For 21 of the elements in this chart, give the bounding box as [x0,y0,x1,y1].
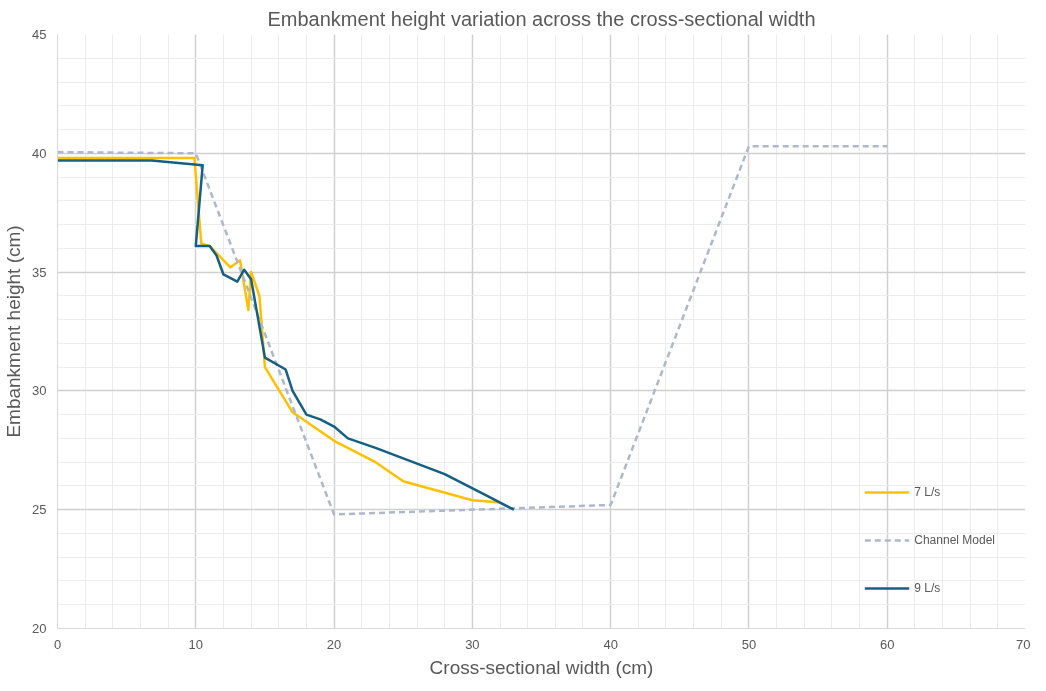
y-tick-label: 20 [32,621,47,636]
y-tick-label: 25 [32,502,47,518]
line-series [57,144,889,516]
x-tick-label: 30 [465,636,480,652]
y-axis-title: Embankment height (cm) [3,225,25,438]
x-tick-label: 40 [603,636,618,652]
x-tick-label: 50 [741,636,757,652]
legend-label: 9 L/s [914,581,941,595]
y-tick-label: 45 [32,27,47,42]
x-tick-label: 20 [326,636,342,652]
x-tick-label: 0 [53,636,62,652]
legend-label: 7 L/s [914,485,941,499]
y-tick-label: 40 [32,145,47,161]
x-tick-label: 70 [1016,636,1031,652]
y-tick-label: 35 [32,264,47,280]
x-tick-label: 10 [188,636,204,652]
chart-title: Embankment height variation across the cross-sectional width [267,7,816,30]
x-tick-label: 60 [879,636,895,652]
x-axis-title: Cross-sectional width (cm) [429,656,654,678]
legend-label: Channel Model [914,533,995,547]
y-tick-label: 30 [32,383,47,399]
